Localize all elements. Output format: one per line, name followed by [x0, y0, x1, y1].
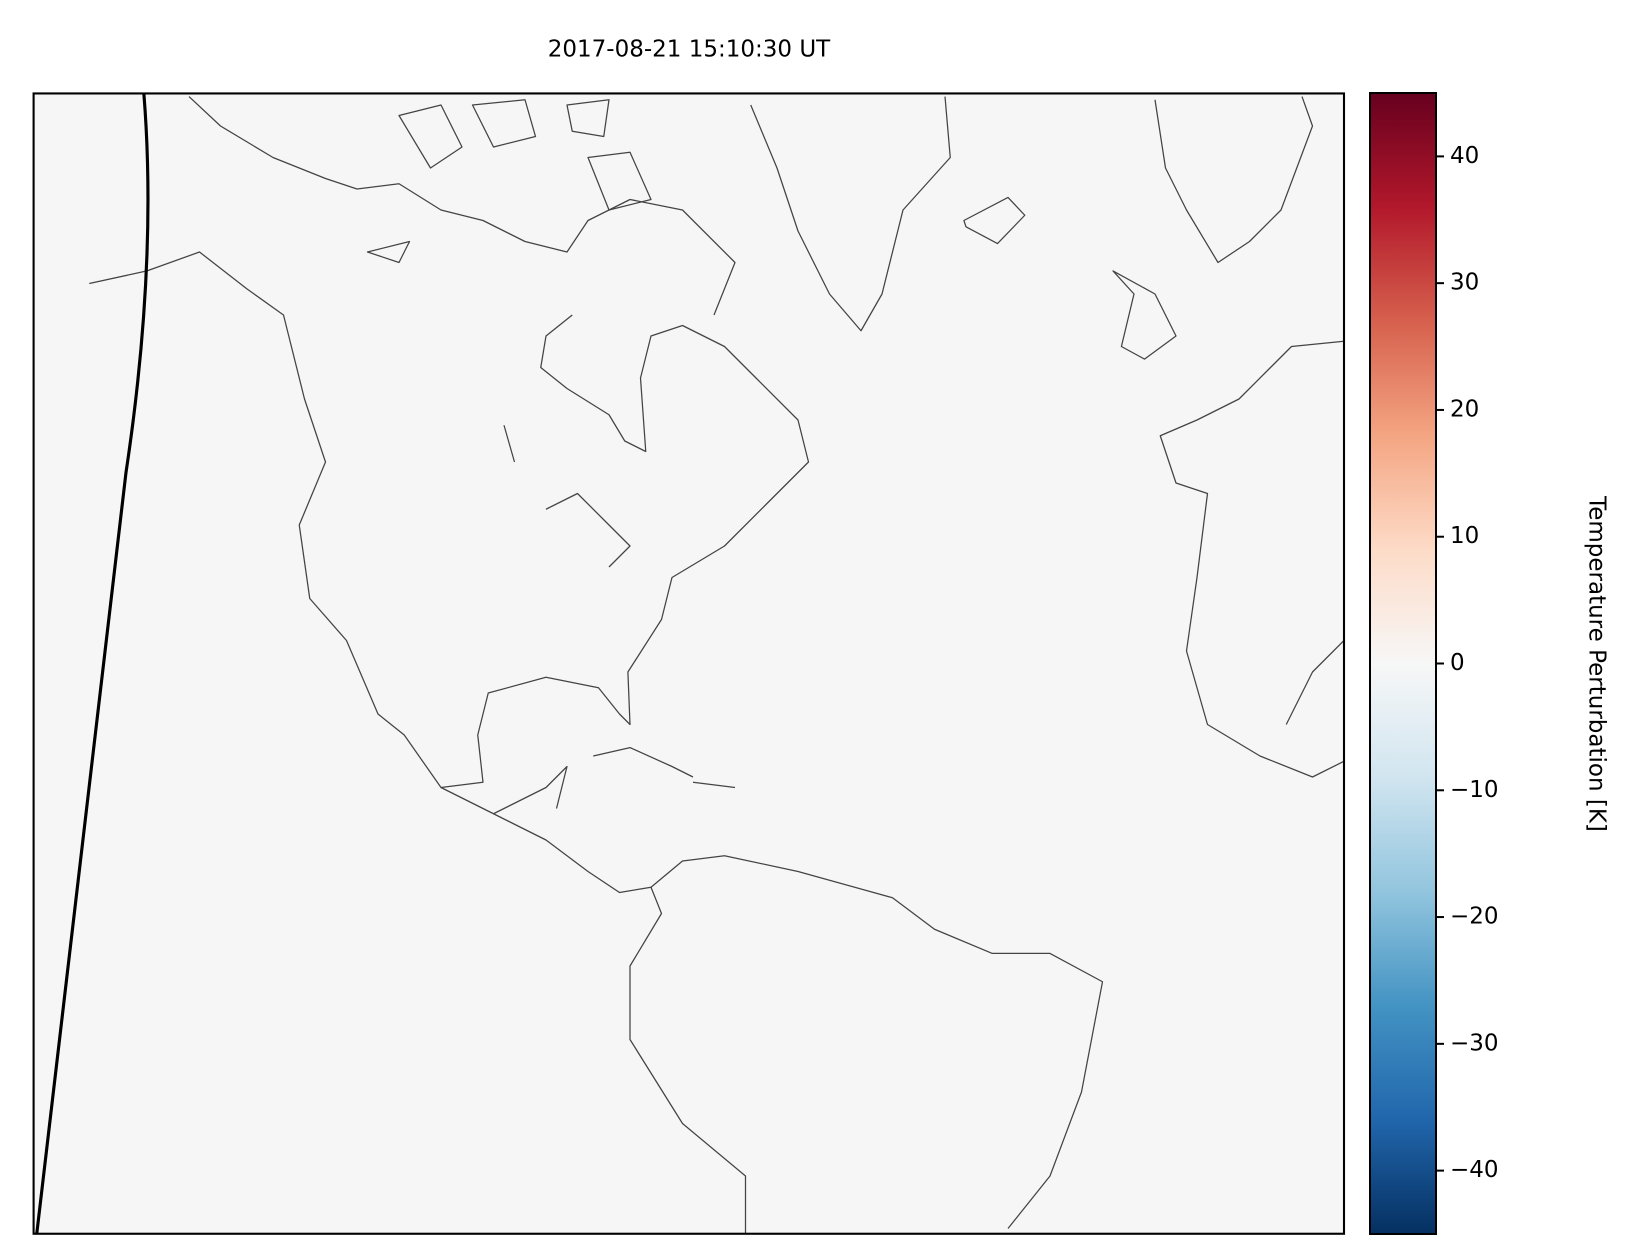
hudson-bay-lakes: [503, 425, 631, 568]
north-america: [89, 251, 1104, 1229]
britain: [1112, 270, 1177, 360]
terminator-line: [35, 93, 150, 1234]
map-background: [33, 93, 1345, 1234]
greenland: [750, 96, 951, 332]
scandinavia: [1154, 96, 1314, 264]
colorbar-tick-label: −30: [1450, 1030, 1499, 1056]
colorbar-tick-label: 10: [1450, 523, 1479, 549]
colorbar-tick-label: 20: [1450, 396, 1479, 422]
colorbar-tick-label: −40: [1450, 1157, 1499, 1183]
europe-africa: [1159, 340, 1344, 778]
map-frame: [32, 92, 1346, 1235]
colorbar-label: Temperature Perturbation [K]: [1584, 495, 1610, 832]
colorbar-tick-label: 40: [1450, 143, 1479, 169]
map: [32, 92, 1346, 1235]
south-america-west: [629, 887, 747, 1234]
arctic-islands: [366, 99, 652, 264]
yucatan-cuba: [493, 746, 736, 815]
colorbar-tick-label: −20: [1450, 904, 1499, 930]
alaska: [188, 96, 736, 316]
iceland: [963, 196, 1026, 245]
colorbar-tick-label: 30: [1450, 270, 1479, 296]
map-title: 2017-08-21 15:10:30 UT: [548, 37, 831, 63]
colorbar-tick-label: −10: [1450, 777, 1499, 803]
colorbar-tick-label: 0: [1450, 650, 1465, 676]
colorbar: [1369, 92, 1437, 1235]
gulf-coast: [440, 314, 810, 789]
africa-east: [1285, 640, 1344, 725]
coastlines: [35, 93, 1344, 1234]
